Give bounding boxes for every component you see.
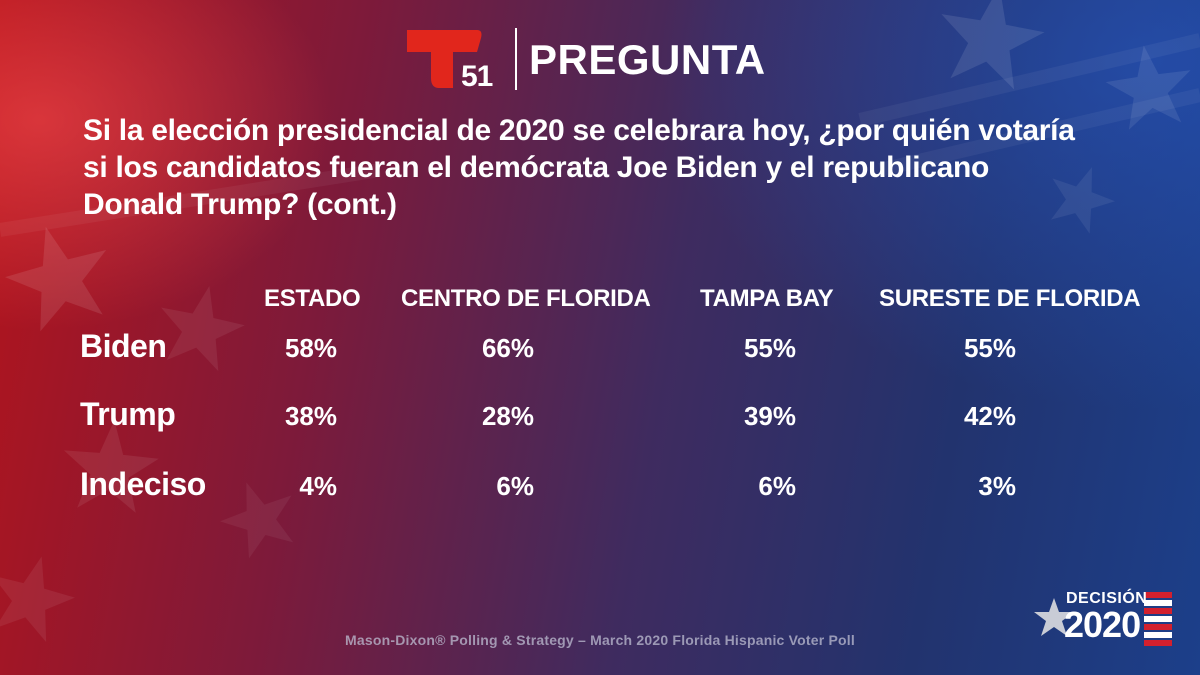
row-label-indeciso: Indeciso (80, 466, 206, 502)
brand-decision-label: DECISIÓN (1066, 590, 1148, 607)
logo-number: 51 (461, 60, 493, 93)
question-line-1: Si la elección presidencial de 2020 se c… (83, 114, 1075, 147)
cell-biden-centro: 66% (481, 333, 534, 363)
cell-indeciso-sureste: 3% (978, 471, 1016, 501)
row-label-biden: Biden (80, 328, 167, 364)
question-line-3: Donald Trump? (cont.) (83, 188, 397, 221)
header-divider (515, 28, 517, 90)
cell-trump-tampa: 39% (743, 401, 796, 431)
cell-indeciso-tampa: 6% (758, 471, 796, 501)
row-label-trump: Trump (80, 396, 176, 432)
question-line-2: si los candidatos fueran el demócrata Jo… (83, 151, 990, 184)
cell-biden-tampa: 55% (743, 333, 796, 363)
source-footer: Mason-Dixon® Polling & Strategy – March … (345, 632, 855, 648)
cell-indeciso-centro: 6% (496, 471, 534, 501)
cell-trump-estado: 38% (284, 401, 337, 431)
column-header-tampa: TAMPA BAY (700, 285, 834, 312)
telemundo-t-logo (407, 30, 482, 88)
cell-trump-sureste: 42% (963, 401, 1016, 431)
flag-stripes-icon (1034, 592, 1172, 646)
cell-indeciso-estado: 4% (299, 471, 337, 501)
brand-year: 2020 (1064, 604, 1141, 645)
header: 51 PREGUNTA (405, 26, 805, 93)
column-header-sureste: SURESTE DE FLORIDA (879, 285, 1141, 312)
header-title: PREGUNTA (529, 36, 766, 83)
cell-trump-centro: 28% (481, 401, 534, 431)
decision-2020-logo: DECISIÓN 2020 (1032, 586, 1182, 648)
cell-biden-sureste: 55% (963, 333, 1016, 363)
cell-biden-estado: 58% (284, 333, 337, 363)
column-header-centro: CENTRO DE FLORIDA (401, 285, 651, 312)
question-text: Si la elección presidencial de 2020 se c… (83, 112, 1183, 223)
column-header-estado: ESTADO (264, 285, 361, 312)
